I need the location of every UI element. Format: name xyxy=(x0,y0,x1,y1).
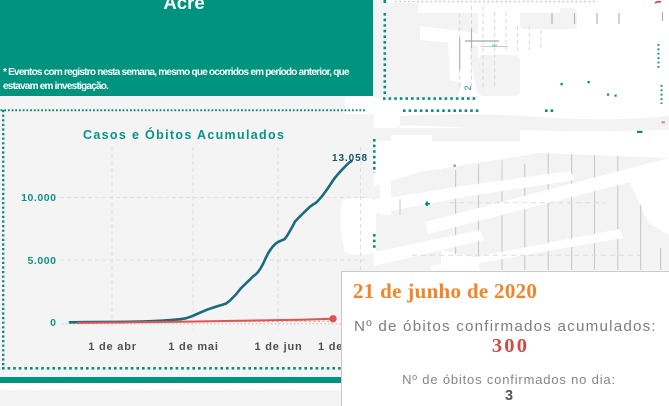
svg-text:2: 2 xyxy=(463,85,473,90)
